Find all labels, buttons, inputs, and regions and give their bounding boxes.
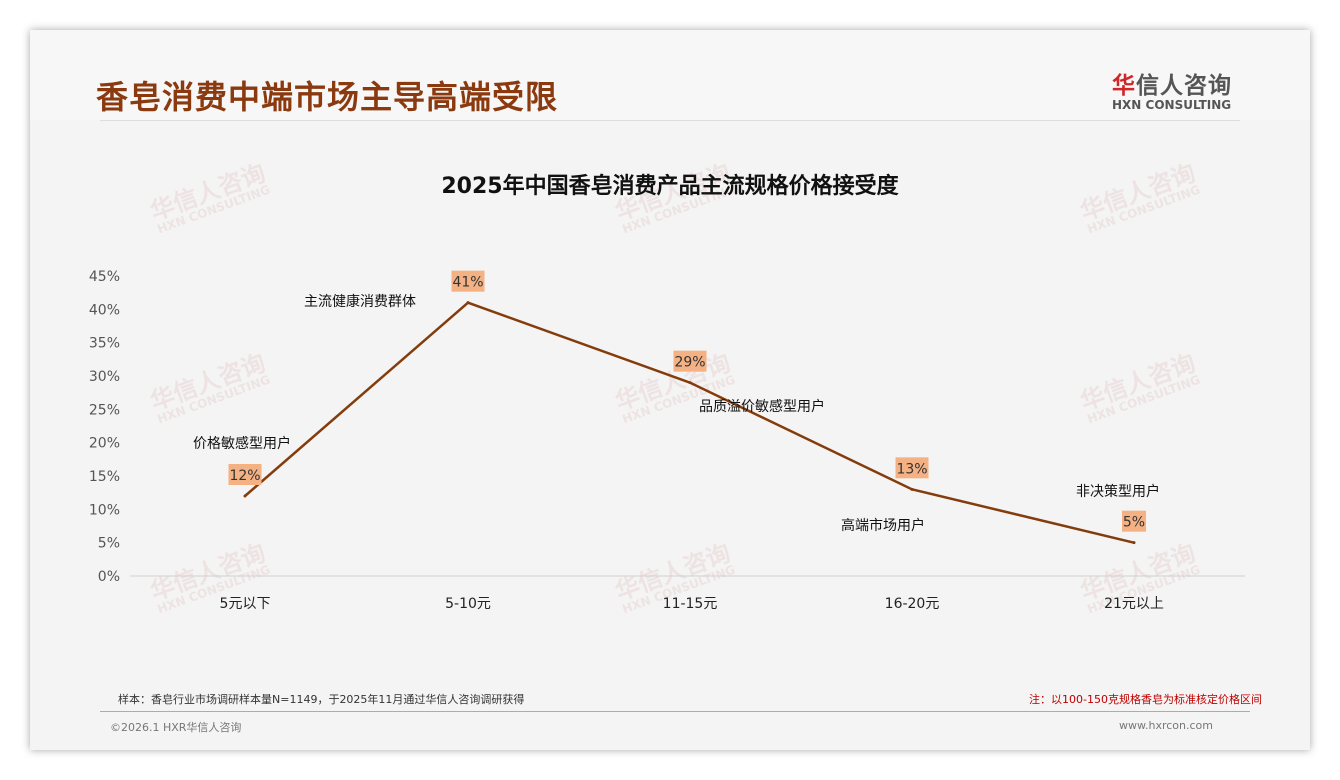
price-note: 注：以100-150克规格香皂为标准核定价格区间 (1029, 693, 1262, 706)
annotation: 品质溢价敏感型用户 (699, 398, 825, 415)
x-tick-label: 5-10元 (445, 596, 491, 612)
data-label: 5% (1123, 515, 1145, 531)
y-tick-label: 20% (89, 436, 120, 452)
logo-text: 信人咨询 (1136, 73, 1232, 99)
y-tick-label: 15% (89, 469, 120, 485)
annotation: 高端市场用户 (841, 517, 925, 534)
logo: 华信人咨询 HXN CONSULTING (1112, 66, 1232, 112)
data-point (243, 494, 247, 498)
copyright: ©2026.1 HXR华信人咨询 (110, 721, 242, 734)
data-label: 29% (674, 355, 705, 371)
website: www.hxrcon.com (1119, 719, 1213, 732)
page-title: 香皂消费中端市场主导高端受限 (96, 78, 559, 116)
x-tick-label: 16-20元 (885, 596, 940, 612)
header: 香皂消费中端市场主导高端受限 华信人咨询 HXN CONSULTING (30, 30, 1310, 120)
data-label: 12% (229, 468, 260, 484)
data-point (688, 381, 692, 385)
y-tick-label: 10% (89, 502, 120, 518)
y-tick-label: 5% (98, 536, 120, 552)
data-label-bg (1122, 510, 1146, 532)
data-label: 41% (452, 275, 483, 291)
data-label-bg (673, 350, 707, 372)
logo-en: HXN CONSULTING (1112, 98, 1232, 112)
annotation: 主流健康消费群体 (304, 293, 416, 310)
y-tick-label: 30% (89, 369, 120, 385)
y-tick-label: 35% (89, 336, 120, 352)
y-tick-label: 25% (89, 402, 120, 418)
annotation: 非决策型用户 (1076, 483, 1160, 500)
footer-divider (100, 711, 1250, 712)
slide: 香皂消费中端市场主导高端受限 华信人咨询 HXN CONSULTING 华信人咨… (30, 30, 1310, 750)
x-tick-label: 21元以上 (1104, 596, 1164, 612)
data-point (466, 301, 470, 305)
header-divider (100, 120, 1240, 121)
data-label-bg (451, 270, 485, 292)
chart-title: 2025年中国香皂消费产品主流规格价格接受度 (441, 174, 899, 199)
sample-note: 样本：香皂行业市场调研样本量N=1149，于2025年11月通过华信人咨询调研获… (118, 693, 525, 706)
annotation: 价格敏感型用户 (193, 435, 291, 452)
y-tick-label: 45% (89, 269, 120, 285)
data-point (910, 487, 914, 491)
y-tick-label: 0% (98, 569, 120, 585)
y-tick-label: 40% (89, 302, 120, 318)
data-label: 13% (896, 461, 927, 477)
logo-accent: 华 (1112, 73, 1136, 99)
x-tick-label: 5元以下 (220, 596, 271, 612)
x-tick-label: 11-15元 (663, 596, 718, 612)
data-point (1132, 541, 1136, 545)
data-label-bg (228, 464, 262, 485)
series-line (244, 301, 1135, 544)
line-chart: 0% 5% 10% 15% 20% 25% 30% 35% 40% 45% 5元以下 5-10元 11-… (89, 269, 1245, 612)
data-label-bg (895, 457, 929, 479)
